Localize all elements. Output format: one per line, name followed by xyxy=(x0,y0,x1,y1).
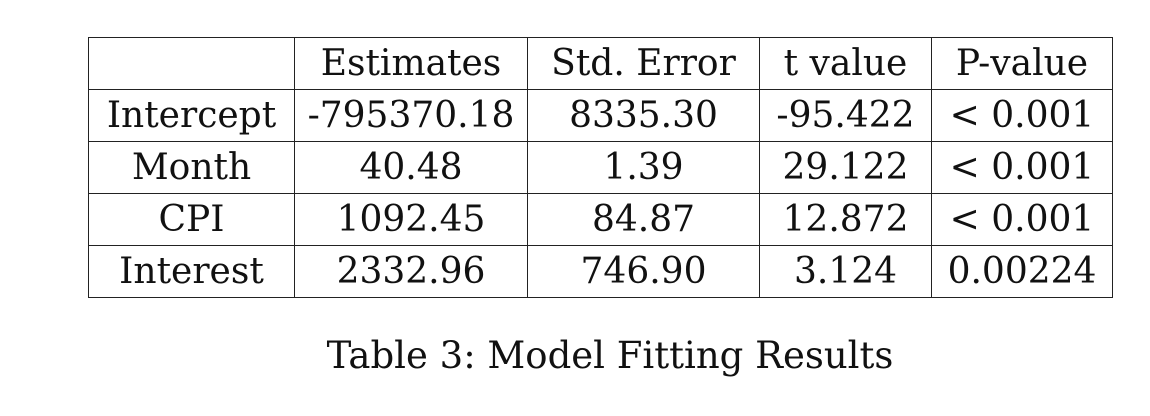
table-row: Intercept -795370.18 8335.30 -95.422 < 0… xyxy=(88,89,1113,142)
std-error-cell: 8335.30 xyxy=(527,89,760,142)
row-label-cell: Intercept xyxy=(88,89,295,142)
header-cell-estimates: Estimates xyxy=(294,37,528,90)
std-error-cell: 84.87 xyxy=(527,193,760,246)
model-fitting-results-table: Estimates Std. Error t value P-value Int… xyxy=(88,37,1113,298)
table-row: CPI 1092.45 84.87 12.872 < 0.001 xyxy=(88,193,1113,246)
row-label-cell: Interest xyxy=(88,245,295,298)
row-label-cell: Month xyxy=(88,141,295,194)
header-cell-std-error: Std. Error xyxy=(527,37,760,90)
std-error-cell: 1.39 xyxy=(527,141,760,194)
header-cell-empty xyxy=(88,37,295,90)
table-caption: Table 3: Model Fitting Results xyxy=(326,334,894,377)
estimate-cell: 1092.45 xyxy=(294,193,528,246)
p-value-cell: < 0.001 xyxy=(931,141,1113,194)
std-error-cell: 746.90 xyxy=(527,245,760,298)
results-table-container: Estimates Std. Error t value P-value Int… xyxy=(88,37,1113,298)
t-value-cell: -95.422 xyxy=(759,89,932,142)
table-row: Month 40.48 1.39 29.122 < 0.001 xyxy=(88,141,1113,194)
row-label-cell: CPI xyxy=(88,193,295,246)
t-value-cell: 12.872 xyxy=(759,193,932,246)
p-value-cell: < 0.001 xyxy=(931,89,1113,142)
t-value-cell: 3.124 xyxy=(759,245,932,298)
table-row: Interest 2332.96 746.90 3.124 0.00224 xyxy=(88,245,1113,298)
estimate-cell: 40.48 xyxy=(294,141,528,194)
p-value-cell: < 0.001 xyxy=(931,193,1113,246)
estimate-cell: -795370.18 xyxy=(294,89,528,142)
t-value-cell: 29.122 xyxy=(759,141,932,194)
p-value-cell: 0.00224 xyxy=(931,245,1113,298)
header-cell-p-value: P-value xyxy=(931,37,1113,90)
table-header-row: Estimates Std. Error t value P-value xyxy=(88,37,1113,90)
header-cell-t-value: t value xyxy=(759,37,932,90)
estimate-cell: 2332.96 xyxy=(294,245,528,298)
